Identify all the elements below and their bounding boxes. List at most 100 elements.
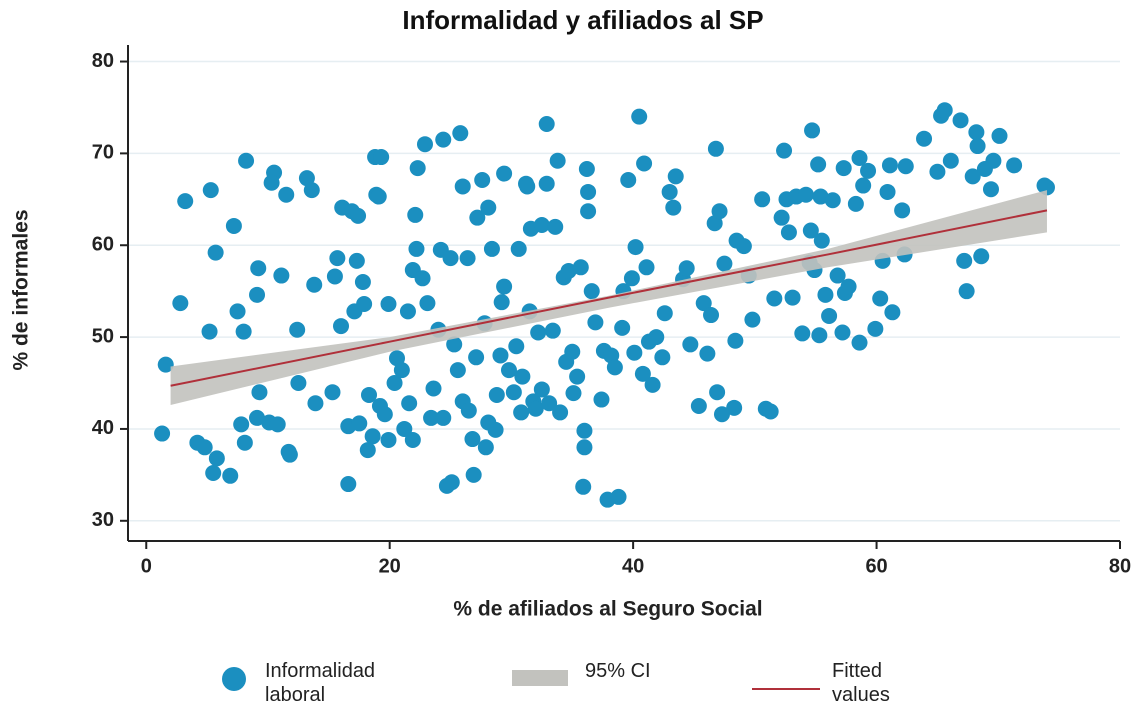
- point: [802, 222, 819, 239]
- point: [205, 465, 222, 482]
- point: [813, 232, 830, 249]
- legend-label: Informalidad laboral: [265, 660, 376, 706]
- point: [229, 303, 246, 320]
- point: [851, 149, 868, 166]
- point: [263, 174, 280, 191]
- point: [233, 416, 250, 433]
- point: [196, 439, 213, 456]
- point: [547, 218, 564, 235]
- point: [496, 278, 513, 295]
- point: [493, 294, 510, 311]
- point: [867, 320, 884, 337]
- point: [530, 324, 547, 341]
- point: [587, 314, 604, 331]
- point: [469, 209, 486, 226]
- x-tick-label: 0: [141, 555, 152, 577]
- point: [766, 290, 783, 307]
- point: [916, 130, 933, 147]
- point: [834, 324, 851, 341]
- point: [552, 404, 569, 421]
- point: [340, 476, 357, 493]
- point: [699, 345, 716, 362]
- point: [812, 188, 829, 205]
- point: [172, 295, 189, 312]
- point: [396, 420, 413, 437]
- point: [952, 112, 969, 129]
- point: [956, 252, 973, 269]
- point: [533, 381, 550, 398]
- point: [840, 278, 857, 295]
- point: [644, 376, 661, 393]
- point: [707, 140, 724, 157]
- point: [569, 368, 586, 385]
- point: [881, 157, 898, 174]
- point: [985, 152, 1002, 169]
- point: [423, 409, 440, 426]
- point: [465, 466, 482, 483]
- point: [419, 295, 436, 312]
- point: [754, 191, 771, 208]
- point: [1006, 157, 1023, 174]
- point: [726, 399, 743, 416]
- point: [488, 386, 505, 403]
- point: [667, 168, 684, 185]
- point: [533, 217, 550, 234]
- point: [154, 425, 171, 442]
- point: [580, 183, 597, 200]
- point: [207, 244, 224, 261]
- point: [716, 255, 733, 272]
- point: [776, 142, 793, 159]
- point: [370, 188, 387, 205]
- point: [703, 307, 720, 324]
- point: [373, 149, 390, 166]
- point: [250, 260, 267, 277]
- y-tick-label: 70: [92, 142, 114, 164]
- point: [157, 356, 174, 373]
- point: [968, 124, 985, 141]
- point: [982, 181, 999, 198]
- point: [480, 199, 497, 216]
- chart: Informalidad y afiliados al SP % de afil…: [10, 5, 1132, 621]
- point: [251, 384, 268, 401]
- point: [399, 303, 416, 320]
- legend-label: Fitted values: [832, 660, 890, 706]
- point: [435, 409, 452, 426]
- point: [307, 395, 324, 412]
- point: [811, 327, 828, 344]
- point: [682, 336, 699, 353]
- point: [894, 202, 911, 219]
- legend-line: [752, 688, 820, 690]
- point: [527, 400, 544, 417]
- point: [727, 332, 744, 349]
- point: [578, 161, 595, 177]
- x-tick-label: 40: [622, 555, 644, 577]
- point: [695, 295, 712, 312]
- point: [290, 375, 307, 392]
- point: [249, 409, 266, 426]
- point: [620, 172, 637, 189]
- point: [575, 478, 592, 495]
- point: [631, 108, 648, 125]
- point: [744, 311, 761, 328]
- point: [474, 172, 491, 189]
- point: [273, 267, 290, 284]
- point: [380, 431, 397, 448]
- point: [442, 250, 459, 267]
- point: [443, 474, 460, 491]
- point: [477, 439, 494, 456]
- point: [519, 178, 536, 195]
- point: [351, 415, 368, 432]
- point: [884, 304, 901, 321]
- point: [324, 384, 341, 401]
- point: [606, 359, 623, 376]
- point: [303, 182, 320, 199]
- point: [348, 252, 365, 269]
- point: [281, 446, 298, 463]
- legend-label: 95% CI: [585, 660, 651, 682]
- point: [269, 416, 286, 433]
- point: [936, 102, 953, 119]
- point: [958, 283, 975, 300]
- point: [354, 273, 371, 290]
- point: [208, 450, 225, 467]
- point: [897, 158, 914, 175]
